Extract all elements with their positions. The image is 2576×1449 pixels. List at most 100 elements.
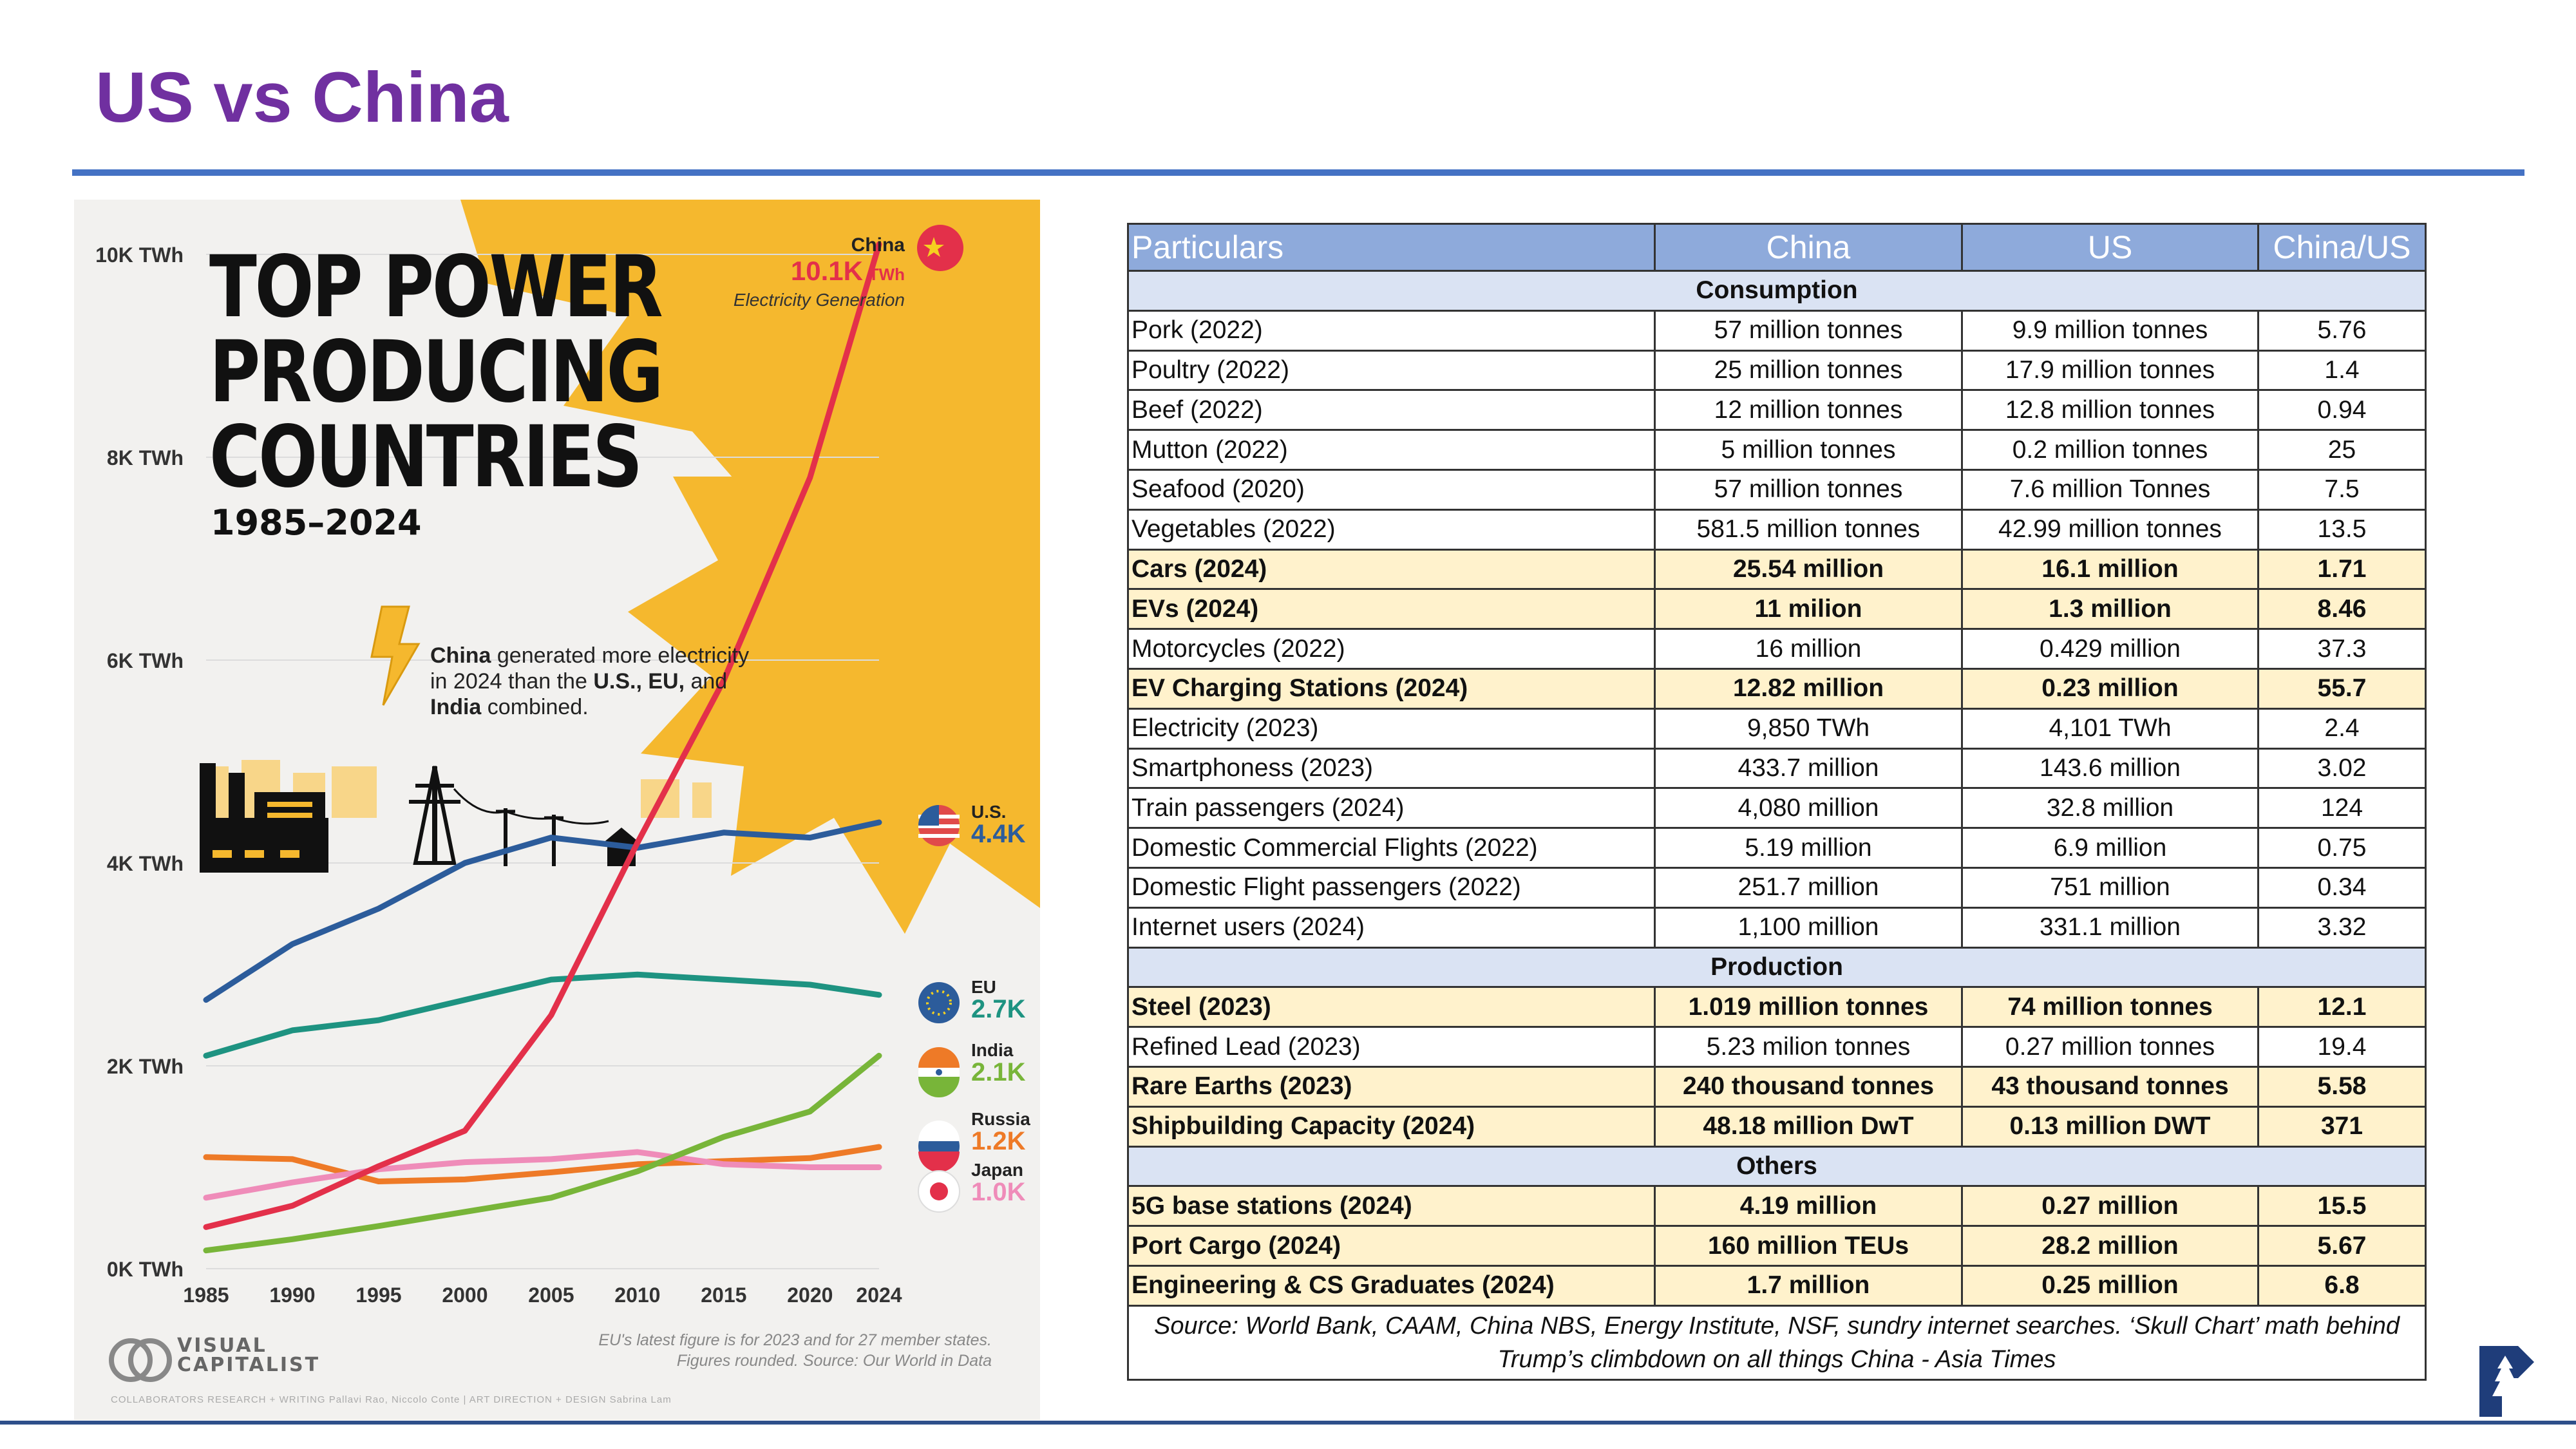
table-cell: 5.76: [2257, 309, 2427, 352]
us-flag-icon: [918, 805, 960, 846]
table-cell: 11 milion: [1654, 588, 1963, 630]
table-cell: 0.13 million DWT: [1961, 1105, 2259, 1148]
y-tick-label: 10K TWh: [95, 243, 184, 267]
table-cell: 2.4: [2257, 707, 2427, 750]
table-cell: 0.429 million: [1961, 628, 2259, 670]
note-bold: U.S., EU,: [593, 669, 685, 694]
table-cell: 1.4: [2257, 349, 2427, 392]
table-cell: 25 million tonnes: [1654, 349, 1963, 392]
table-cell: 16.1 million: [1961, 548, 2259, 591]
table-cell: Poultry (2022): [1127, 349, 1656, 392]
table-cell: 17.9 million tonnes: [1961, 349, 2259, 392]
table-cell: Cars (2024): [1127, 548, 1656, 591]
factory-skyline-icon: [200, 760, 712, 873]
table-cell: 12.8 million tonnes: [1961, 389, 2259, 431]
x-tick-label: 2010: [614, 1283, 660, 1307]
table-source-row: Source: World Bank, CAAM, China NBS, Ene…: [1127, 1304, 2427, 1381]
comparison-table: Particulars China US China/US Consumptio…: [1127, 223, 2427, 1381]
series-line-japan: [203, 1149, 882, 1201]
table-row: EVs (2024) 11 milion 1.3 million 8.46: [1127, 588, 2427, 630]
table-row: Smartphoness (2023) 433.7 million 143.6 mi…: [1127, 747, 2427, 790]
table-cell: Port Cargo (2024): [1127, 1225, 1656, 1267]
table-cell: 74 million tonnes: [1961, 986, 2259, 1028]
table-row: Poultry (2022) 25 million tonnes 17.9 mill…: [1127, 349, 2427, 392]
table-row: Electricity (2023) 9,850 TWh 4,101 TWh 2.4: [1127, 707, 2427, 750]
y-tick-label: 6K TWh: [107, 649, 184, 672]
table-row: Beef (2022) 12 million tonnes 12.8 million…: [1127, 389, 2427, 431]
table-cell: 37.3: [2257, 628, 2427, 670]
table-header-row: Particulars China US China/US: [1127, 223, 2427, 272]
table-cell: 5G base stations (2024): [1127, 1185, 1656, 1227]
table-cell: 19.4: [2257, 1026, 2427, 1068]
note-text: generated more electricity in 2024 than …: [430, 643, 750, 694]
series-line-china: [203, 241, 882, 1230]
table-section-row: Production: [1127, 946, 2427, 989]
x-tick-label: 2000: [442, 1283, 488, 1307]
note-text: combined.: [481, 695, 589, 719]
table-row: Refined Lead (2023) 5.23 milion tonnes 0.2…: [1127, 1026, 2427, 1068]
table-cell: Engineering & CS Graduates (2024): [1127, 1264, 1656, 1307]
table-cell: 7.6 million Tonnes: [1961, 468, 2259, 511]
section-label: Production: [1127, 946, 2427, 989]
table-cell: 251.7 million: [1654, 866, 1963, 909]
china-unit: TWh: [869, 265, 905, 284]
table-cell: 4.19 million: [1654, 1185, 1963, 1227]
visual-capitalist-logo: VISUAL CAPITALIST: [177, 1336, 319, 1375]
infographic-note: China generated more electricity in 2024…: [430, 643, 765, 720]
china-subtitle: Electricity Generation: [734, 290, 905, 310]
table-cell: 25.54 million: [1654, 548, 1963, 591]
table-row: Cars (2024) 25.54 million 16.1 million 1.71: [1127, 548, 2427, 591]
power-infographic: 0K TWh 2K TWh 4K TWh 6K TWh 8K TWh 10K TWh 19…: [74, 200, 1040, 1420]
table-cell: 43 thousand tonnes: [1961, 1065, 2259, 1108]
table-cell: 5.58: [2257, 1065, 2427, 1108]
table-cell: 32.8 million: [1961, 787, 2259, 829]
note-bold: India: [430, 695, 482, 719]
table-row: Motorcycles (2022) 16 million 0.429 millio…: [1127, 628, 2427, 670]
table-row: Rare Earths (2023) 240 thousand tonnes 43 …: [1127, 1065, 2427, 1108]
y-tick-label: 8K TWh: [107, 446, 184, 469]
x-tick-label: 1985: [183, 1283, 229, 1307]
title-divider: [72, 169, 2524, 176]
china-flag-icon: [917, 225, 963, 271]
table-cell: 57 million tonnes: [1654, 309, 1963, 352]
series-line-us: [203, 819, 882, 1003]
table-cell: Internet users (2024): [1127, 906, 1656, 949]
series-line-russia: [203, 1144, 882, 1184]
china-value: 10.1K: [791, 256, 863, 286]
table-cell: Vegetables (2022): [1127, 508, 1656, 551]
x-tick-label: 1995: [355, 1283, 401, 1307]
section-label: Consumption: [1127, 270, 2427, 312]
table-cell: 433.7 million: [1654, 747, 1963, 790]
table-row: Train passengers (2024) 4,080 million 32.8…: [1127, 787, 2427, 829]
table-cell: 0.2 million tonnes: [1961, 429, 2259, 471]
y-axis-ticks: 0K TWh 2K TWh 4K TWh 6K TWh 8K TWh 10K TWh: [95, 243, 184, 1281]
table-cell: 1.7 million: [1654, 1264, 1963, 1307]
table-row: Vegetables (2022) 581.5 million tonnes 42.…: [1127, 508, 2427, 551]
table-cell: 15.5: [2257, 1185, 2427, 1227]
series-name-label: U.S.: [971, 802, 1006, 822]
x-tick-label: 2005: [528, 1283, 574, 1307]
visual-capitalist-logo-icon: [109, 1338, 172, 1382]
table-cell: Domestic Flight passengers (2022): [1127, 866, 1656, 909]
header-china: China: [1654, 223, 1963, 272]
power-chart: 0K TWh 2K TWh 4K TWh 6K TWh 8K TWh 10K TWh 19…: [95, 200, 1040, 1382]
table-cell: 6.8: [2257, 1264, 2427, 1307]
table-cell: 12.1: [2257, 986, 2427, 1028]
table-row: 5G base stations (2024) 4.19 million 0.27 …: [1127, 1185, 2427, 1227]
infographic-credits: COLLABORATORS RESEARCH + WRITING Pallavi…: [111, 1394, 672, 1405]
table-cell: 0.23 million: [1961, 667, 2259, 710]
table-cell: 8.46: [2257, 588, 2427, 630]
table-cell: 5 million tonnes: [1654, 429, 1963, 471]
table-row: EV Charging Stations (2024) 12.82 million…: [1127, 667, 2427, 710]
table-cell: 331.1 million: [1961, 906, 2259, 949]
x-tick-label: 2015: [701, 1283, 746, 1307]
header-particulars: Particulars: [1127, 223, 1656, 272]
table-cell: 1.71: [2257, 548, 2427, 591]
table-cell: 143.6 million: [1961, 747, 2259, 790]
table-cell: Rare Earths (2023): [1127, 1065, 1656, 1108]
sun-burst-upper: [460, 200, 1040, 535]
table-cell: 28.2 million: [1961, 1225, 2259, 1267]
table-cell: 12.82 million: [1654, 667, 1963, 710]
table-cell: 0.27 million: [1961, 1185, 2259, 1227]
